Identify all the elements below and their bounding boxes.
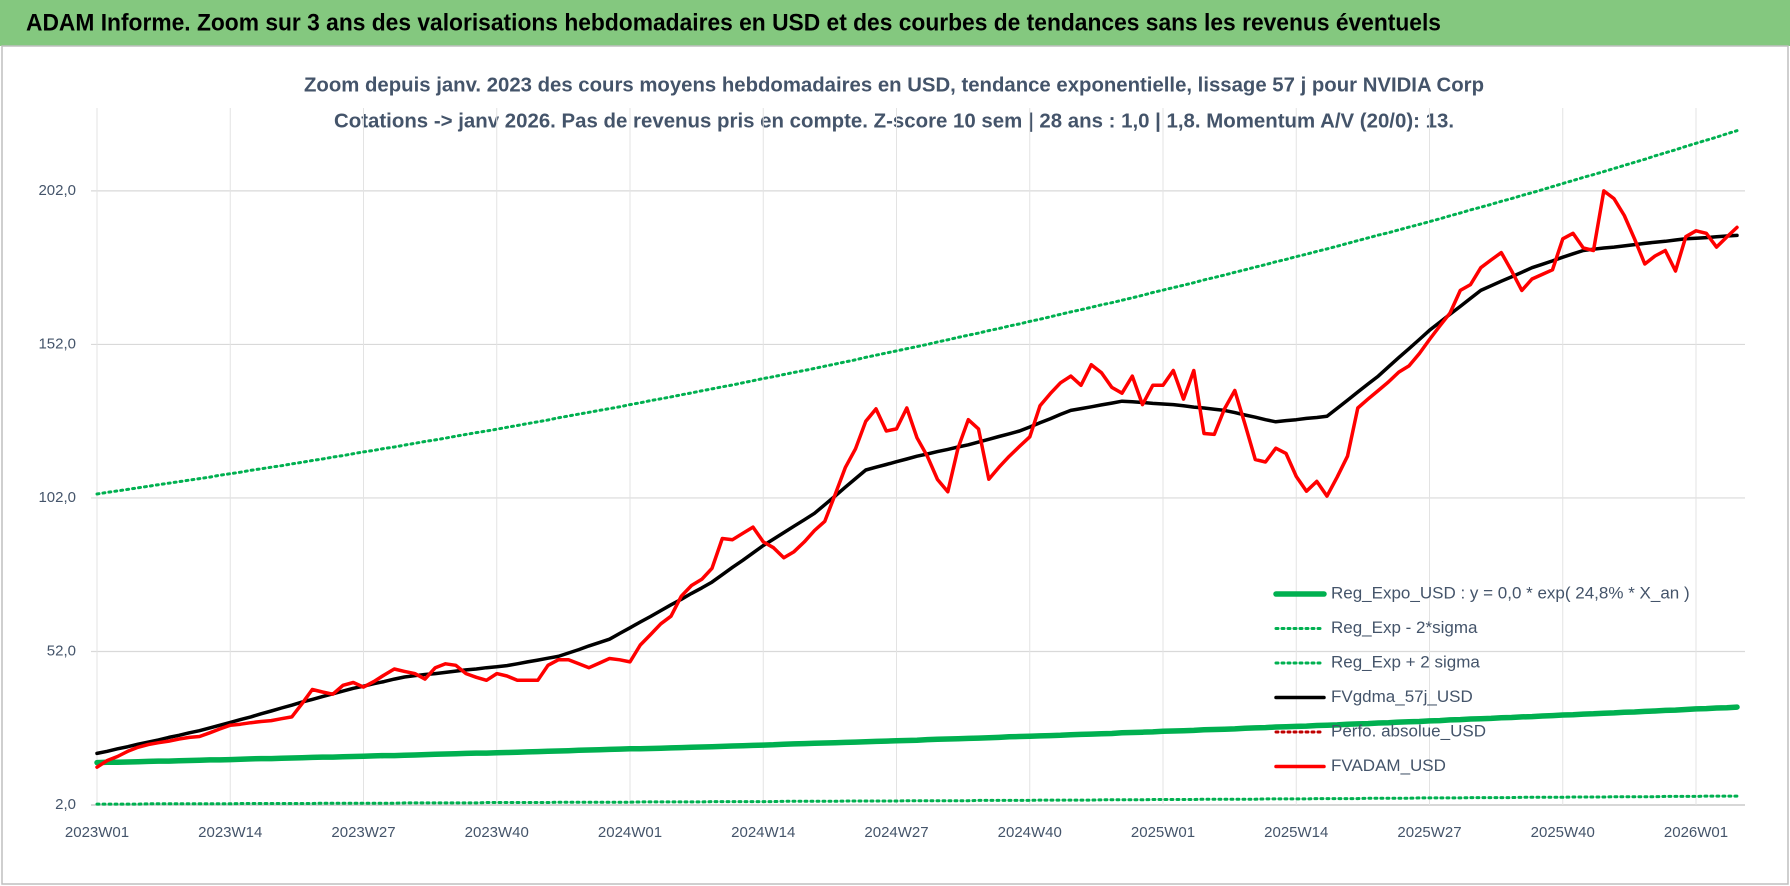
series-line <box>95 129 1739 496</box>
x-tick-label: 2025W27 <box>1397 824 1461 841</box>
series-line <box>94 704 1740 766</box>
series-line <box>95 794 1739 806</box>
x-tick-label: 2025W01 <box>1131 824 1195 841</box>
x-tick-label: 2024W14 <box>731 824 795 841</box>
y-tick-label: 52,0 <box>47 642 76 659</box>
chart-frame <box>1 45 1789 885</box>
x-tick-label: 2026W01 <box>1664 824 1728 841</box>
legend-label: Reg_Exp + 2 sigma <box>1331 652 1480 671</box>
x-tick-label: 2024W01 <box>598 824 662 841</box>
x-tick-label: 2023W14 <box>198 824 262 841</box>
legend-label: Perfo. absolue_USD <box>1331 721 1486 740</box>
header-bar <box>0 0 1790 46</box>
chart-subtitle: Cotations -> janv 2026. Pas de revenus p… <box>334 110 1454 132</box>
legend-label: Reg_Exp - 2*sigma <box>1331 618 1478 637</box>
legend-label: FVgdma_57j_USD <box>1331 687 1473 706</box>
y-tick-label: 2,0 <box>55 796 76 813</box>
y-tick-label: 152,0 <box>38 335 76 352</box>
x-tick-label: 2025W14 <box>1264 824 1328 841</box>
x-tick-label: 2023W01 <box>65 824 129 841</box>
x-tick-label: 2023W27 <box>331 824 395 841</box>
x-tick-label: 2024W27 <box>864 824 928 841</box>
series-line <box>95 189 1739 769</box>
header-title: ADAM Informe. Zoom sur 3 ans des valoris… <box>26 9 1441 36</box>
x-tick-label: 2024W40 <box>998 824 1062 841</box>
y-tick-label: 102,0 <box>38 489 76 506</box>
x-tick-label: 2023W40 <box>465 824 529 841</box>
chart-title: Zoom depuis janv. 2023 des cours moyens … <box>304 74 1484 96</box>
x-tick-label: 2025W40 <box>1531 824 1595 841</box>
y-tick-label: 202,0 <box>38 182 76 199</box>
legend-label: FVADAM_USD <box>1331 756 1446 775</box>
legend-label: Reg_Expo_USD : y = 0,0 * exp( 24,8% * X_… <box>1331 583 1690 602</box>
